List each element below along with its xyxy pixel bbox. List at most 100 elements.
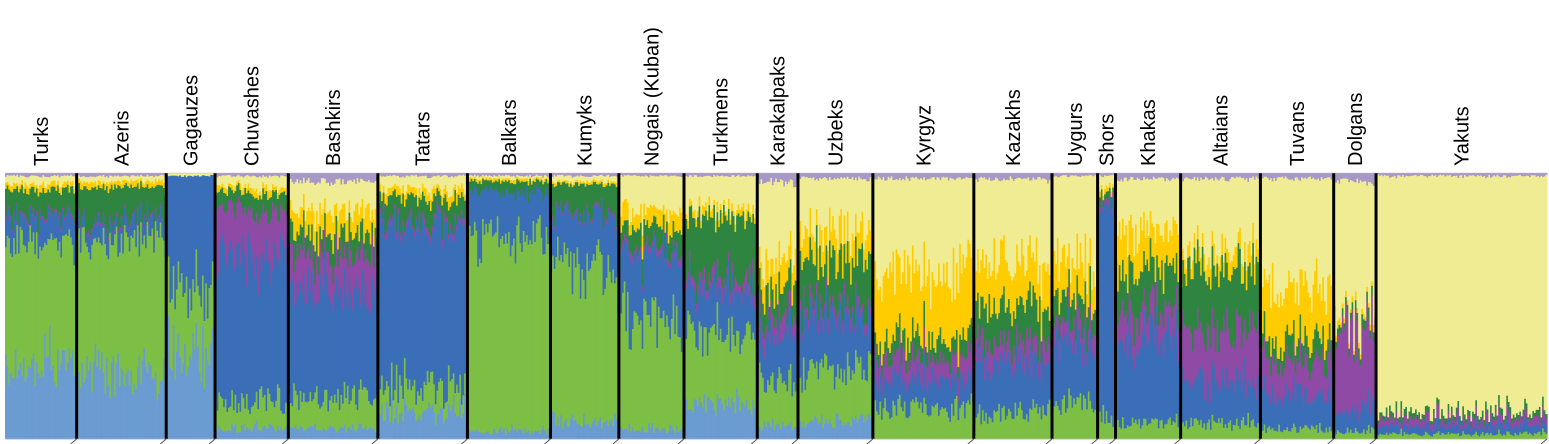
- admixture-segment: [250, 176, 254, 188]
- admixture-segment: [907, 254, 910, 338]
- admixture-segment: [24, 245, 27, 382]
- admixture-segment: [944, 363, 947, 380]
- admixture-segment: [327, 295, 330, 412]
- admixture-segment: [853, 373, 856, 420]
- admixture-segment: [838, 178, 841, 216]
- admixture-segment: [688, 408, 692, 440]
- admixture-segment: [1038, 341, 1042, 363]
- admixture-segment: [556, 181, 560, 207]
- admixture-segment: [724, 339, 727, 400]
- admixture-segment: [651, 222, 654, 242]
- admixture-segment: [415, 404, 418, 422]
- admixture-segment: [208, 365, 211, 440]
- admixture-segment: [350, 179, 353, 218]
- admixture-segment: [811, 249, 814, 295]
- admixture-segment: [361, 173, 364, 180]
- admixture-segment: [1014, 318, 1017, 356]
- admixture-segment: [1029, 281, 1032, 327]
- admixture-segment: [496, 178, 499, 182]
- admixture-segment: [89, 239, 92, 260]
- admixture-segment: [136, 366, 140, 440]
- admixture-segment: [79, 173, 83, 177]
- admixture-segment: [123, 179, 127, 185]
- admixture-segment: [355, 204, 358, 233]
- admixture-segment: [245, 426, 249, 440]
- admixture-segment: [599, 180, 602, 184]
- admixture-segment: [793, 426, 796, 440]
- admixture-segment: [558, 260, 561, 426]
- admixture-segment: [767, 173, 770, 182]
- admixture-segment: [648, 245, 651, 254]
- admixture-segment: [1073, 398, 1076, 440]
- admixture-segment: [262, 173, 265, 176]
- admixture-segment: [1014, 173, 1017, 180]
- admixture-segment: [719, 288, 723, 329]
- admixture-segment: [960, 339, 964, 357]
- admixture-segment: [55, 209, 58, 212]
- admixture-segment: [438, 211, 441, 382]
- admixture-segment: [739, 209, 742, 217]
- admixture-segment: [1040, 363, 1043, 381]
- admixture-segment: [408, 173, 412, 177]
- admixture-segment: [374, 287, 377, 399]
- admixture-segment: [1071, 173, 1074, 176]
- admixture-segment: [61, 349, 65, 440]
- admixture-segment: [146, 202, 149, 223]
- admixture-segment: [631, 256, 635, 265]
- admixture-segment: [656, 223, 659, 248]
- admixture-segment: [316, 253, 319, 302]
- admixture-segment: [553, 229, 556, 269]
- admixture-segment: [713, 199, 716, 206]
- admixture-segment: [837, 413, 840, 440]
- admixture-segment: [342, 173, 345, 180]
- admixture-segment: [869, 314, 872, 354]
- admixture-segment: [340, 223, 343, 240]
- admixture-segment: [120, 173, 123, 177]
- admixture-segment: [301, 401, 304, 428]
- admixture-segment: [366, 181, 369, 205]
- admixture-segment: [975, 300, 978, 339]
- admixture-segment: [319, 429, 322, 440]
- admixture-segment: [519, 178, 522, 183]
- admixture-segment: [565, 175, 568, 181]
- admixture-segment: [791, 325, 794, 339]
- admixture-segment: [832, 295, 835, 303]
- admixture-segment: [449, 381, 452, 411]
- admixture-segment: [812, 236, 815, 265]
- admixture-segment: [1076, 396, 1079, 440]
- admixture-segment: [86, 176, 89, 183]
- admixture-segment: [1038, 173, 1042, 177]
- admixture-segment: [482, 189, 485, 219]
- admixture-segment: [529, 190, 532, 240]
- admixture-segment: [63, 174, 66, 182]
- admixture-segment: [754, 295, 757, 310]
- admixture-segment: [309, 173, 312, 183]
- admixture-segment: [312, 426, 315, 440]
- admixture-segment: [579, 173, 583, 176]
- admixture-segment: [910, 292, 913, 342]
- admixture-segment: [11, 175, 14, 187]
- admixture-segment: [81, 173, 84, 177]
- admixture-segment: [519, 428, 522, 440]
- admixture-segment: [579, 215, 583, 299]
- admixture-segment: [63, 187, 66, 217]
- admixture-segment: [431, 232, 434, 372]
- admixture-segment: [824, 302, 827, 311]
- admixture-segment: [226, 195, 229, 210]
- admixture-segment: [809, 173, 812, 178]
- admixture-segment: [770, 427, 773, 440]
- admixture-segment: [320, 430, 324, 440]
- admixture-segment: [845, 306, 848, 314]
- admixture-segment: [695, 173, 698, 176]
- admixture-segment: [701, 176, 705, 206]
- admixture-segment: [957, 377, 960, 402]
- admixture-segment: [788, 289, 791, 313]
- admixture-segment: [942, 353, 946, 381]
- admixture-segment: [915, 173, 918, 177]
- admixture-segment: [485, 177, 488, 180]
- admixture-segment: [693, 217, 696, 281]
- admixture-segment: [5, 220, 8, 248]
- admixture-segment: [962, 173, 965, 179]
- admixture-segment: [506, 427, 509, 440]
- admixture-segment: [242, 177, 245, 188]
